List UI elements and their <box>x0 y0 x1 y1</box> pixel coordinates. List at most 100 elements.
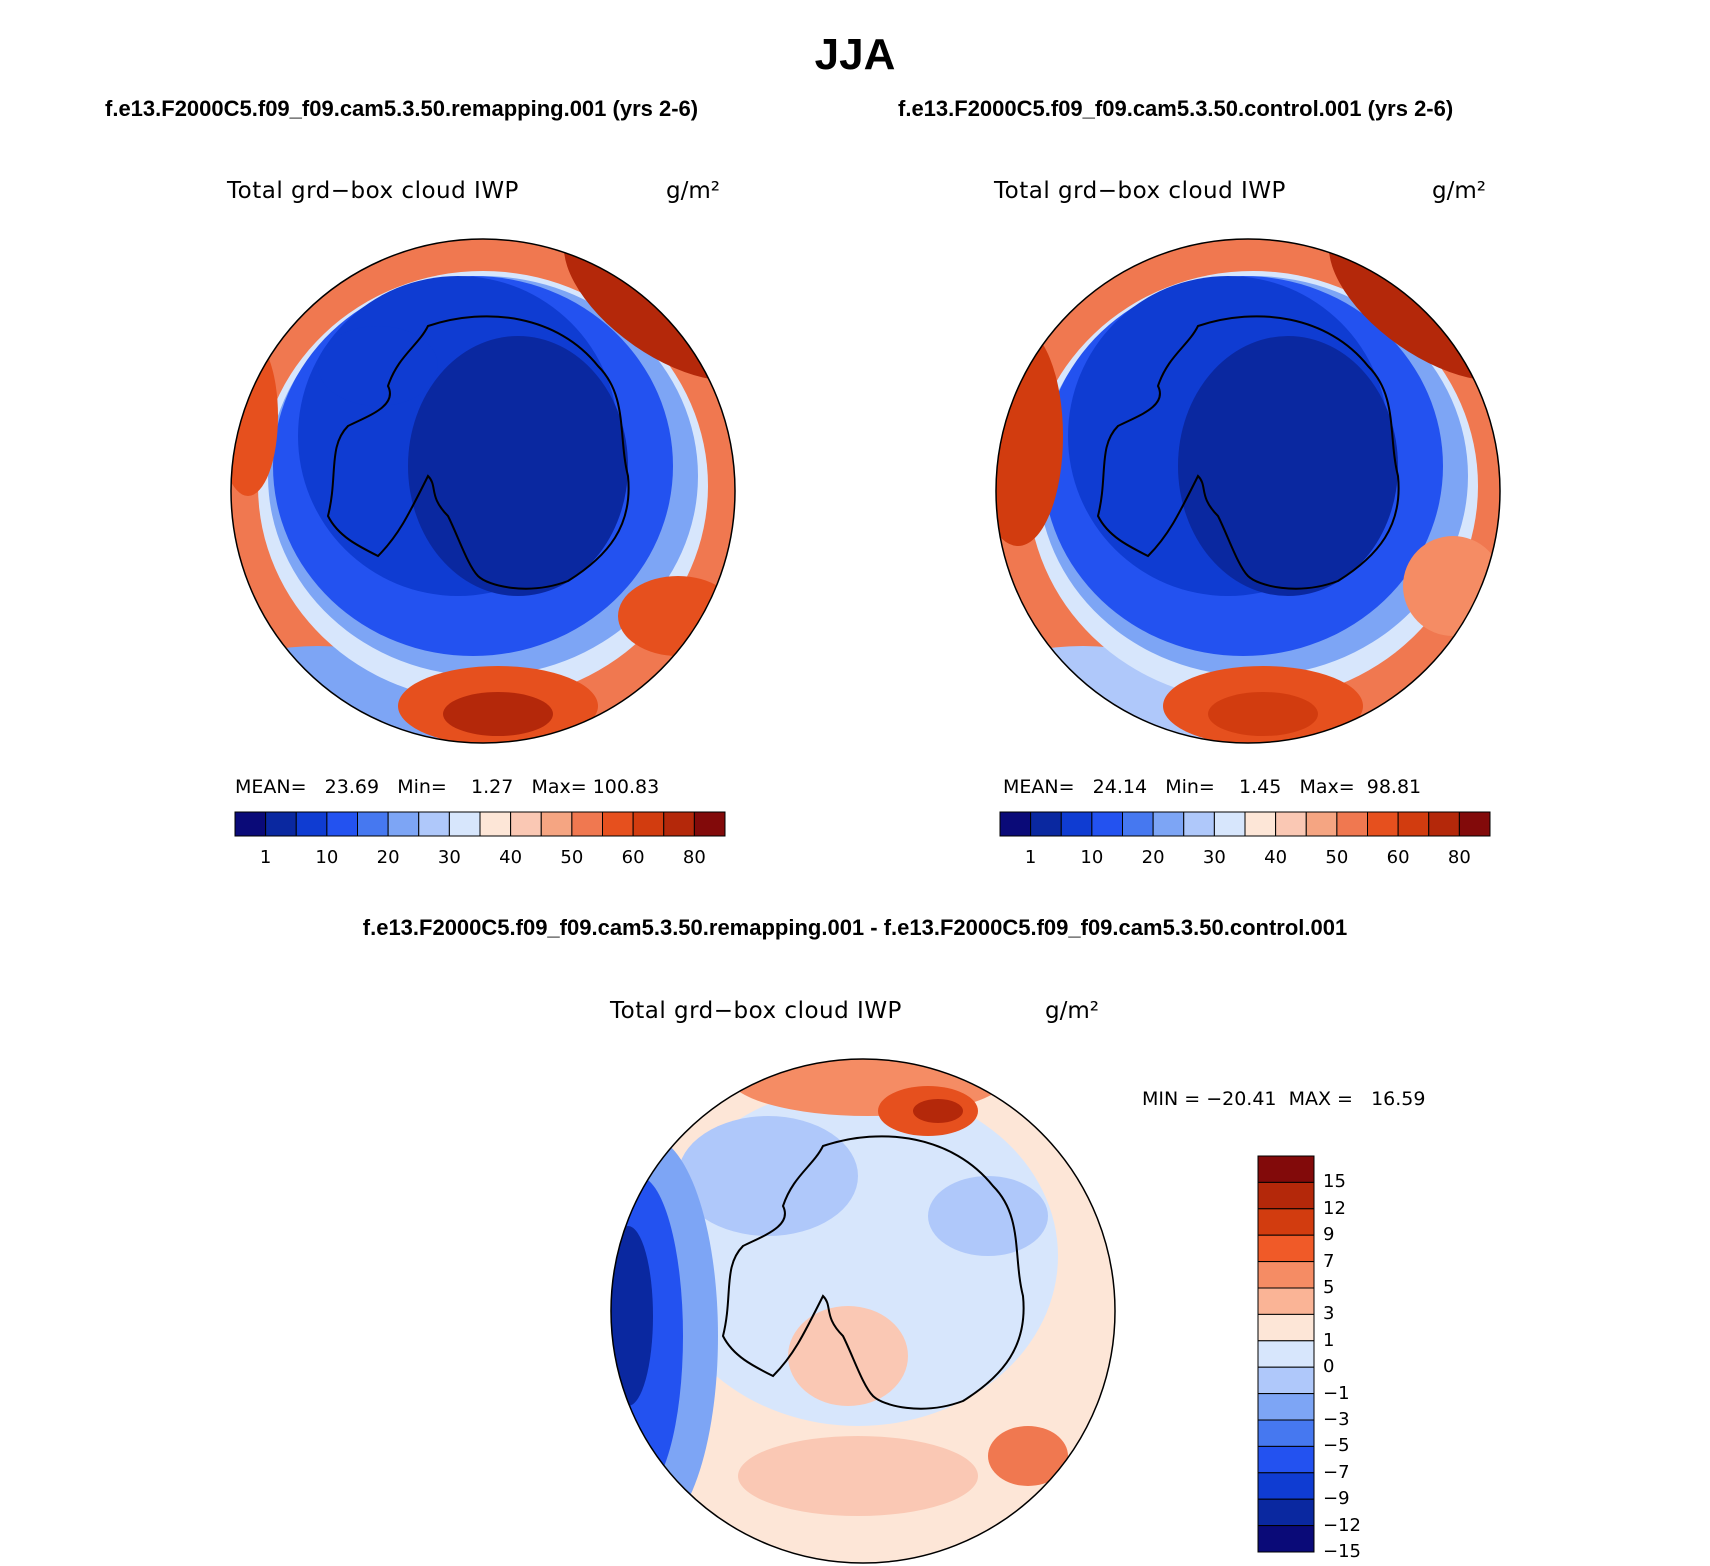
colorbar-box <box>1257 1313 1315 1342</box>
colorbar-box <box>1257 1208 1315 1236</box>
colorbar-box <box>357 811 389 837</box>
colorbar-tick-label: 30 <box>437 847 461 868</box>
colorbar-tick-label: 12 <box>1323 1197 1346 1219</box>
colorbar-box <box>663 811 695 837</box>
colorbar-tick-label: 9 <box>1323 1224 1335 1246</box>
polar-map-remapping <box>230 238 736 744</box>
colorbar-tick-label: 10 <box>315 847 339 868</box>
colorbar-box <box>479 811 512 837</box>
colorbar-tick-label: 10 <box>1080 847 1104 868</box>
variable-label-left: Total grd−box cloud IWP <box>227 178 519 204</box>
colorbar-tick-label: 0 <box>1323 1356 1335 1378</box>
min-value: 1.45 <box>1239 776 1282 798</box>
colorbar-tick-label: 1 <box>259 847 272 868</box>
colorbar-box <box>510 811 542 837</box>
max-value: 100.83 <box>592 776 660 798</box>
mean-value: 23.69 <box>324 776 380 798</box>
mean-label: MEAN= <box>235 776 307 798</box>
colorbar-box <box>418 811 450 837</box>
colorbar-tick-label: −7 <box>1323 1461 1350 1483</box>
colorbar-box <box>1257 1445 1315 1474</box>
colorbar-box <box>1257 1155 1315 1183</box>
colorbar-box <box>1257 1287 1315 1315</box>
colorbar-box <box>1257 1472 1315 1500</box>
colorbar-box <box>1257 1261 1315 1289</box>
main-title: JJA <box>814 30 896 79</box>
mean-value: 24.14 <box>1092 776 1148 798</box>
diff-minmax: MIN = −20.41 MAX = 16.59 <box>1142 1088 1426 1110</box>
colorbar-box <box>632 811 665 837</box>
colorbar-box <box>1122 811 1154 837</box>
colorbar-box <box>295 811 328 837</box>
colorbar-box <box>602 811 634 837</box>
colorbar-box <box>1257 1340 1315 1368</box>
colorbar-box <box>1244 811 1277 837</box>
colorbar-box <box>1257 1419 1315 1447</box>
colorbar-tick-label: 40 <box>499 847 523 868</box>
max-value: 98.81 <box>1366 776 1422 798</box>
variable-label-right: Total grd−box cloud IWP <box>994 178 1286 204</box>
colorbar-tick-label: 20 <box>1141 847 1165 868</box>
colorbar-box <box>1213 811 1246 837</box>
colorbar-box <box>265 811 297 837</box>
colorbar-tick-label: −15 <box>1323 1541 1361 1562</box>
colorbar-box <box>448 811 481 837</box>
colorbar-tick-label: 7 <box>1323 1250 1335 1272</box>
colorbar-tick-label: 80 <box>682 847 706 868</box>
colorbar-tick-label: 80 <box>1447 847 1471 868</box>
mean-label: MEAN= <box>1003 776 1075 798</box>
min-label: Min= <box>397 776 447 798</box>
colorbar-box <box>234 811 267 837</box>
colorbar-box <box>1367 811 1399 837</box>
min-value: 1.27 <box>471 776 514 798</box>
max-label: Max= <box>1299 776 1355 798</box>
colorbar-tick-label: 60 <box>1386 847 1410 868</box>
colorbar-difference <box>1257 1155 1315 1553</box>
colorbar-box <box>1030 811 1062 837</box>
colorbar-box <box>571 811 603 837</box>
polar-map-difference <box>610 1058 1116 1564</box>
colorbar-box <box>1060 811 1093 837</box>
colorbar-box <box>1336 811 1368 837</box>
colorbar-tick-label: 1 <box>1323 1329 1335 1351</box>
colorbar-box <box>1257 1393 1315 1421</box>
colorbar-box <box>1305 811 1338 837</box>
colorbar-tick-label: −12 <box>1323 1514 1361 1536</box>
colorbar-tick-label: −1 <box>1323 1382 1350 1404</box>
colorbar-box <box>326 811 358 837</box>
colorbar-box <box>387 811 420 837</box>
colorbar-box <box>1183 811 1215 837</box>
colorbar-box <box>1152 811 1185 837</box>
difference-title: f.e13.F2000C5.f09_f09.cam5.3.50.remappin… <box>362 915 1348 940</box>
case-title-right: f.e13.F2000C5.f09_f09.cam5.3.50.control.… <box>898 96 1454 121</box>
colorbar-tick-label: 50 <box>1325 847 1349 868</box>
colorbar-tick-label: 50 <box>560 847 584 868</box>
colorbar-box <box>1257 1366 1315 1395</box>
colorbar-tick-label: −5 <box>1323 1435 1350 1457</box>
colorbar-tick-label: 15 <box>1323 1171 1346 1193</box>
colorbar-tick-label: 60 <box>621 847 645 868</box>
stats-right: MEAN= 24.14 Min= 1.45 Max= 98.81 <box>1003 776 1421 798</box>
unit-label-right: g/m² <box>1432 178 1486 204</box>
min-label: Min= <box>1165 776 1215 798</box>
colorbar-tick-label: −9 <box>1323 1488 1350 1510</box>
colorbar-box <box>1428 811 1460 837</box>
colorbar-tick-label: −3 <box>1323 1409 1350 1430</box>
colorbar-box <box>693 811 726 837</box>
colorbar-tick-label: 1 <box>1024 847 1037 868</box>
colorbar-tick-label: 30 <box>1202 847 1226 868</box>
colorbar-tick-label: 5 <box>1323 1277 1335 1298</box>
unit-label-diff: g/m² <box>1045 998 1099 1024</box>
colorbar-box <box>999 811 1032 837</box>
case-title-left: f.e13.F2000C5.f09_f09.cam5.3.50.remappin… <box>105 96 699 121</box>
colorbar-box <box>1257 1525 1315 1553</box>
colorbar-box <box>1397 811 1430 837</box>
colorbar-tick-label: 40 <box>1264 847 1288 868</box>
colorbar-right <box>999 811 1491 837</box>
colorbar-box <box>1257 1234 1315 1263</box>
max-label: Max= <box>531 776 587 798</box>
colorbar-box <box>1458 811 1491 837</box>
unit-label-left: g/m² <box>666 178 720 204</box>
colorbar-left <box>234 811 726 837</box>
colorbar-tick-label: 20 <box>376 847 400 868</box>
